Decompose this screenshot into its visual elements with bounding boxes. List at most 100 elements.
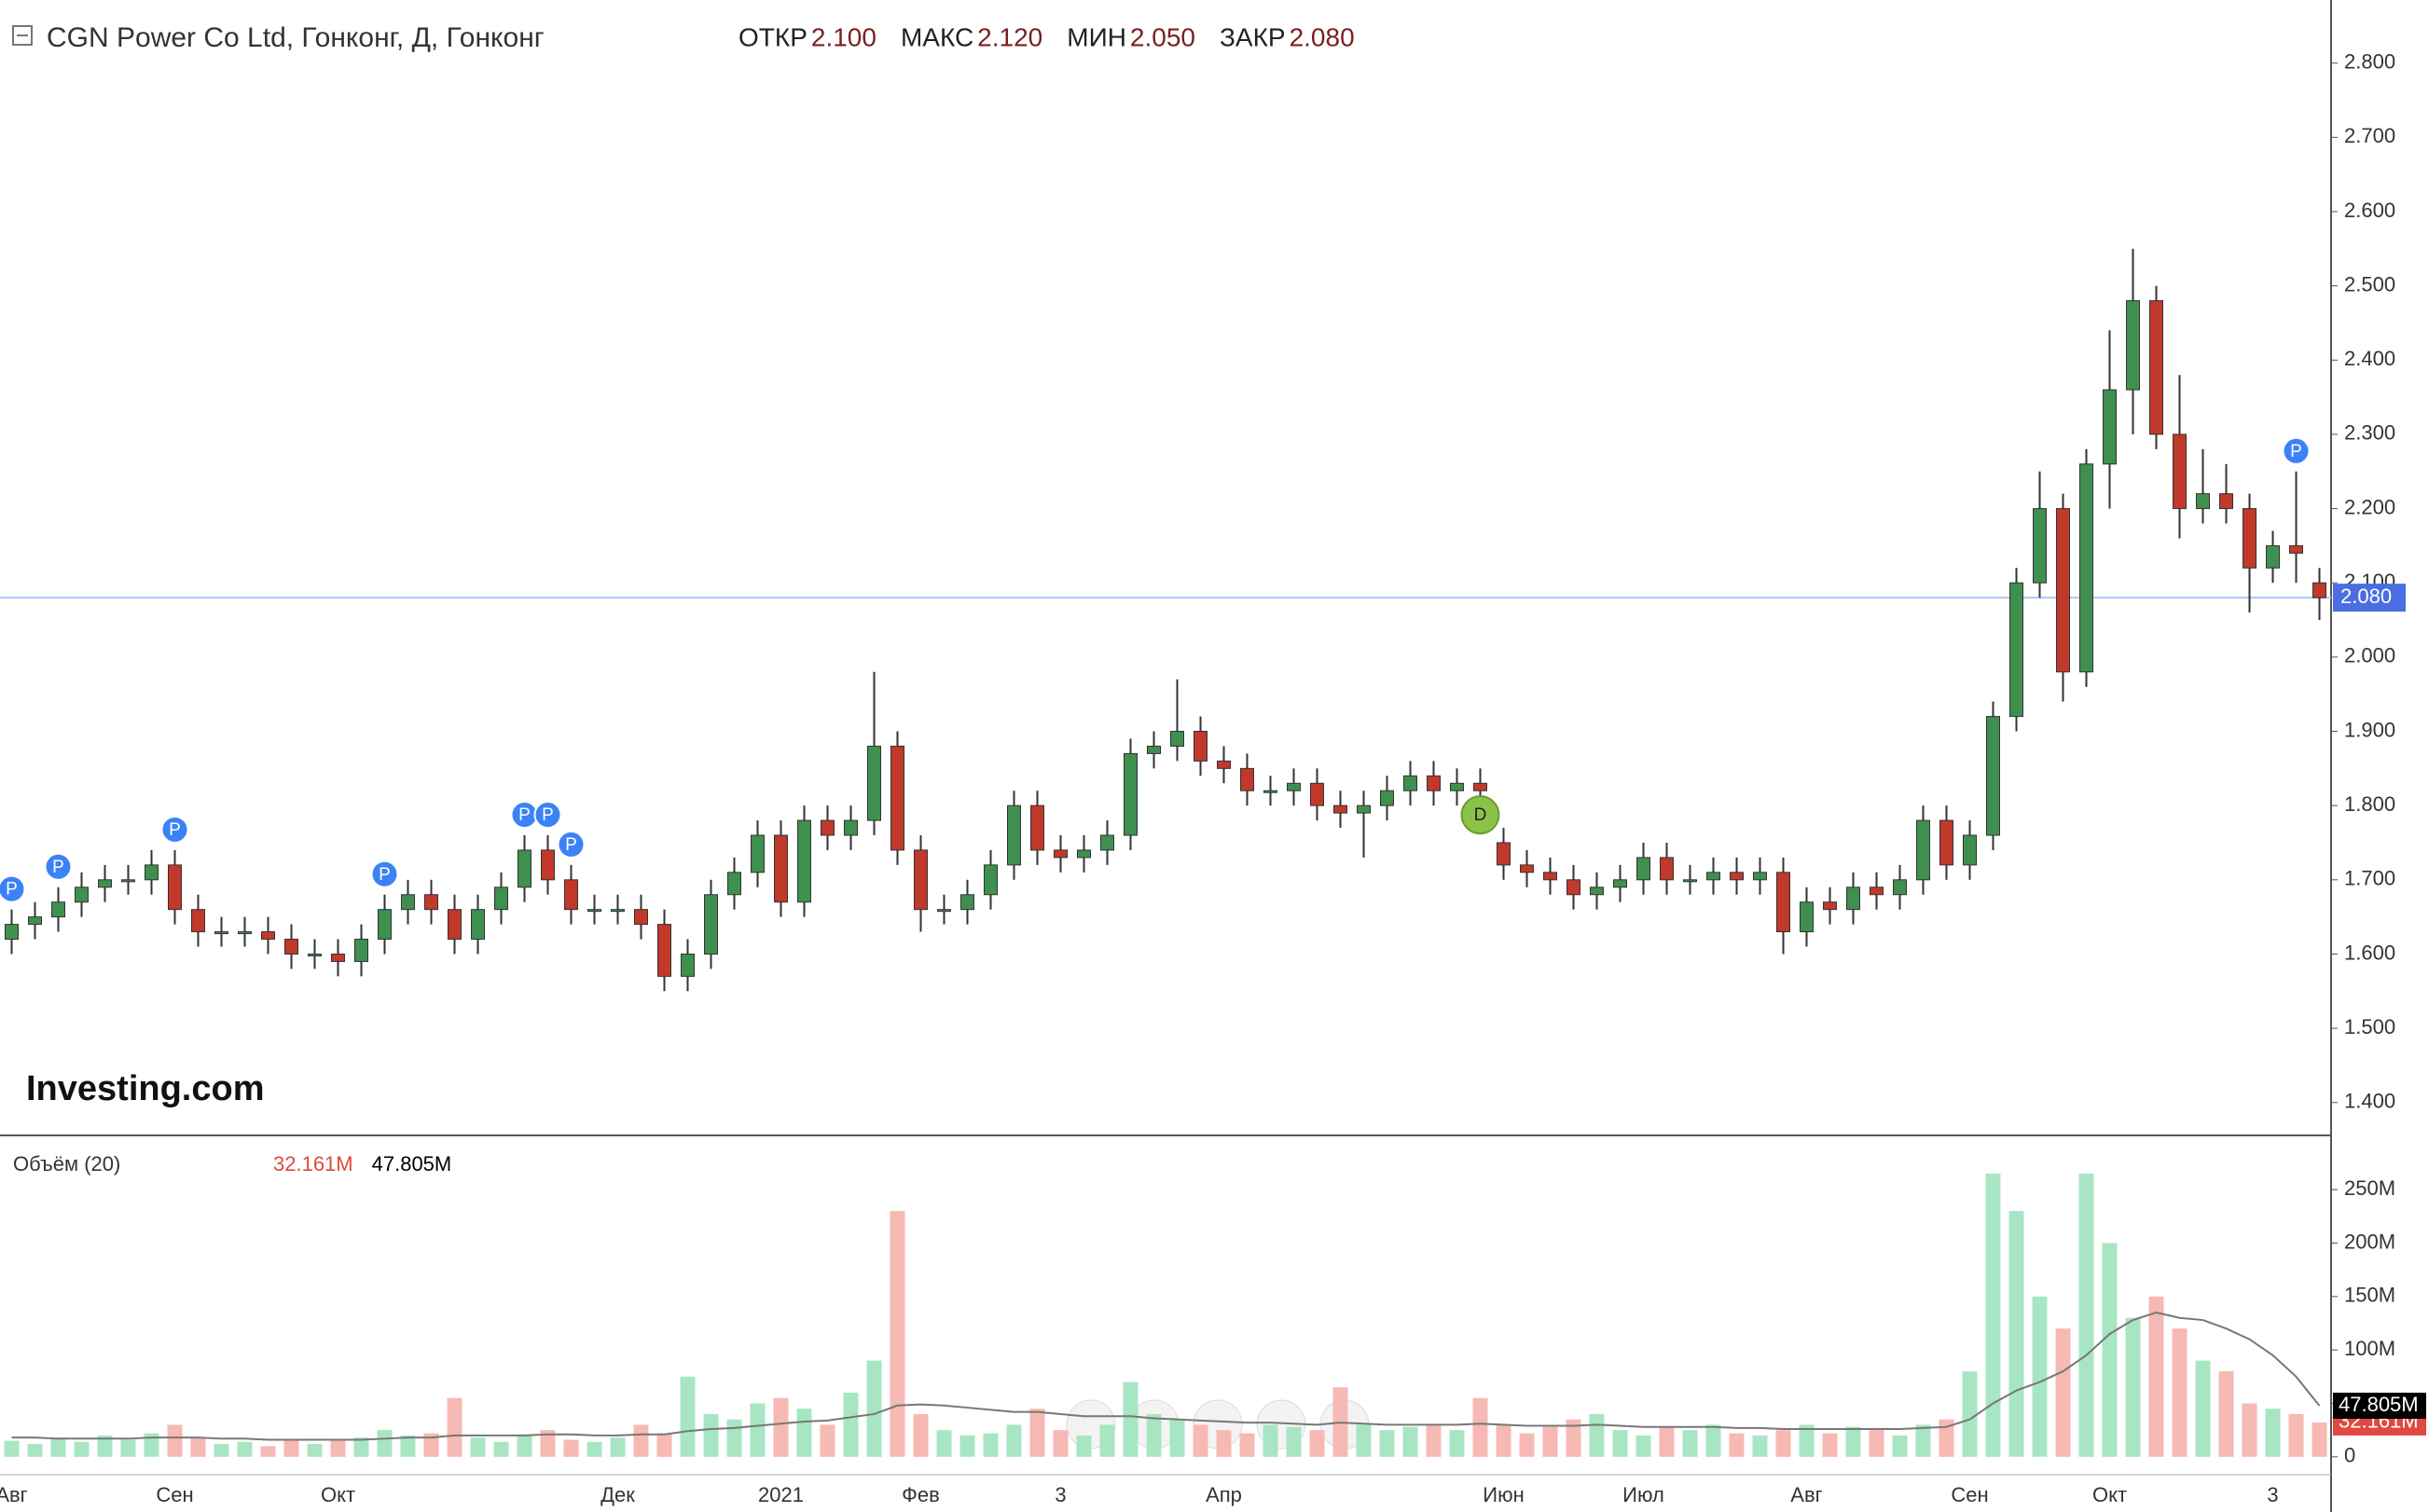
candle-body [1357, 804, 1371, 814]
candle-body [1403, 775, 1417, 791]
event-marker: P [160, 815, 189, 844]
candle-body [867, 745, 881, 821]
event-marker: P [370, 859, 399, 888]
volume-bar [2242, 1403, 2257, 1457]
volume-bar [330, 1440, 346, 1457]
event-label: P [565, 835, 577, 855]
header-name: ЗАКР [1220, 22, 1286, 51]
candle-body [1986, 716, 2000, 836]
chart-title: CGN Power Co Ltd, Гонконг, Д, Гонконг [47, 22, 545, 53]
candle-body [1916, 819, 1930, 881]
logo: Investing.com [26, 1069, 265, 1108]
y-tick-label: 250M [2344, 1176, 2395, 1200]
x-tick-label: 3 [1055, 1483, 1066, 1506]
y-tick-label: 2.200 [2344, 495, 2395, 518]
volume-bar [493, 1441, 509, 1457]
candle-body [890, 745, 904, 851]
event-marker: P [510, 801, 539, 830]
candle-body [1263, 790, 1277, 793]
candle-body [424, 894, 438, 911]
candle-body [1100, 834, 1114, 851]
y-tick-label: 1.900 [2344, 718, 2395, 741]
volume-bar [2265, 1409, 2281, 1457]
volume-bar [237, 1441, 253, 1457]
volume-bar [470, 1437, 486, 1457]
y-tick-label: 2.700 [2344, 124, 2395, 147]
candle-body [2056, 508, 2070, 673]
candle-body [51, 901, 65, 918]
candle-body [2289, 544, 2303, 554]
volume-bar [1892, 1435, 1908, 1457]
volume-bar [866, 1360, 882, 1457]
candle-body [168, 864, 182, 911]
candle-body [1450, 782, 1464, 791]
candle-body [1077, 849, 1091, 859]
candle-body [2173, 433, 2187, 510]
candle-body [2312, 582, 2326, 598]
candle-body [704, 894, 718, 955]
x-tick-label: Дек [600, 1483, 635, 1506]
event-label: P [518, 805, 531, 825]
event-label: P [6, 880, 18, 900]
volume-bar [633, 1424, 649, 1457]
candle-body [1846, 887, 1860, 911]
collapse-button[interactable] [12, 25, 33, 46]
y-tick-label: 100M [2344, 1337, 2395, 1360]
y-tick-label: 1.500 [2344, 1015, 2395, 1038]
y-tick-label: 1.700 [2344, 867, 2395, 890]
candle-body [1124, 752, 1138, 836]
volume-bar [540, 1430, 556, 1457]
candle-body [1543, 872, 1557, 881]
x-tick-label: 2021 [758, 1483, 804, 1506]
volume-bar [726, 1419, 742, 1457]
candle-body [1893, 879, 1907, 896]
candle-body [518, 849, 531, 888]
volume-bar [1472, 1397, 1488, 1457]
header-value: 2.080 [1290, 22, 1355, 51]
volume-legend-value: 32.161M [273, 1152, 353, 1175]
event-circle [1460, 795, 1500, 835]
event-circle [44, 852, 73, 881]
candle-body [1566, 879, 1580, 896]
volume-bar [1099, 1424, 1115, 1457]
candle-body [1706, 872, 1720, 881]
x-tick-label: Сен [1951, 1483, 1988, 1506]
x-tick-label: Сен [156, 1483, 193, 1506]
candle-body [587, 909, 601, 913]
volume-bar [563, 1439, 579, 1457]
volume-bar [1729, 1433, 1745, 1457]
candle-body [2266, 544, 2280, 569]
candle-body [634, 909, 648, 926]
y-tick-label: 0 [2344, 1444, 2355, 1467]
volume-value-label: 47.805M [2339, 1393, 2419, 1416]
volume-bar [260, 1446, 276, 1457]
volume-bar [2102, 1243, 2118, 1457]
event-circle [370, 859, 399, 888]
candle-body [1007, 804, 1021, 866]
volume-bar [1682, 1430, 1698, 1457]
x-tick-label: Окт [321, 1483, 355, 1506]
candle-body [331, 953, 345, 962]
volume-value-box [2333, 1392, 2426, 1419]
volume-bar [1822, 1433, 1838, 1457]
candle-body [261, 931, 275, 941]
volume-bar [1076, 1435, 1092, 1457]
event-label: P [2290, 442, 2302, 461]
candle-body [145, 864, 159, 881]
event-marker: P [0, 874, 26, 903]
candle-body [1753, 872, 1767, 881]
volume-bar [1752, 1435, 1768, 1457]
candle-body [681, 953, 695, 977]
candle-body [937, 909, 951, 913]
candle-body [1170, 731, 1184, 747]
candle-body [1963, 834, 1977, 866]
last-price-label: 2.080 [2340, 584, 2392, 608]
candle-body [914, 849, 928, 911]
volume-bar [1635, 1435, 1651, 1457]
volume-bar [1239, 1433, 1255, 1457]
candle-body [238, 931, 252, 935]
header-name: МИН [1067, 22, 1126, 51]
volume-bar [1402, 1426, 1418, 1457]
candle-body [821, 819, 835, 836]
volume-bar [1123, 1381, 1139, 1457]
